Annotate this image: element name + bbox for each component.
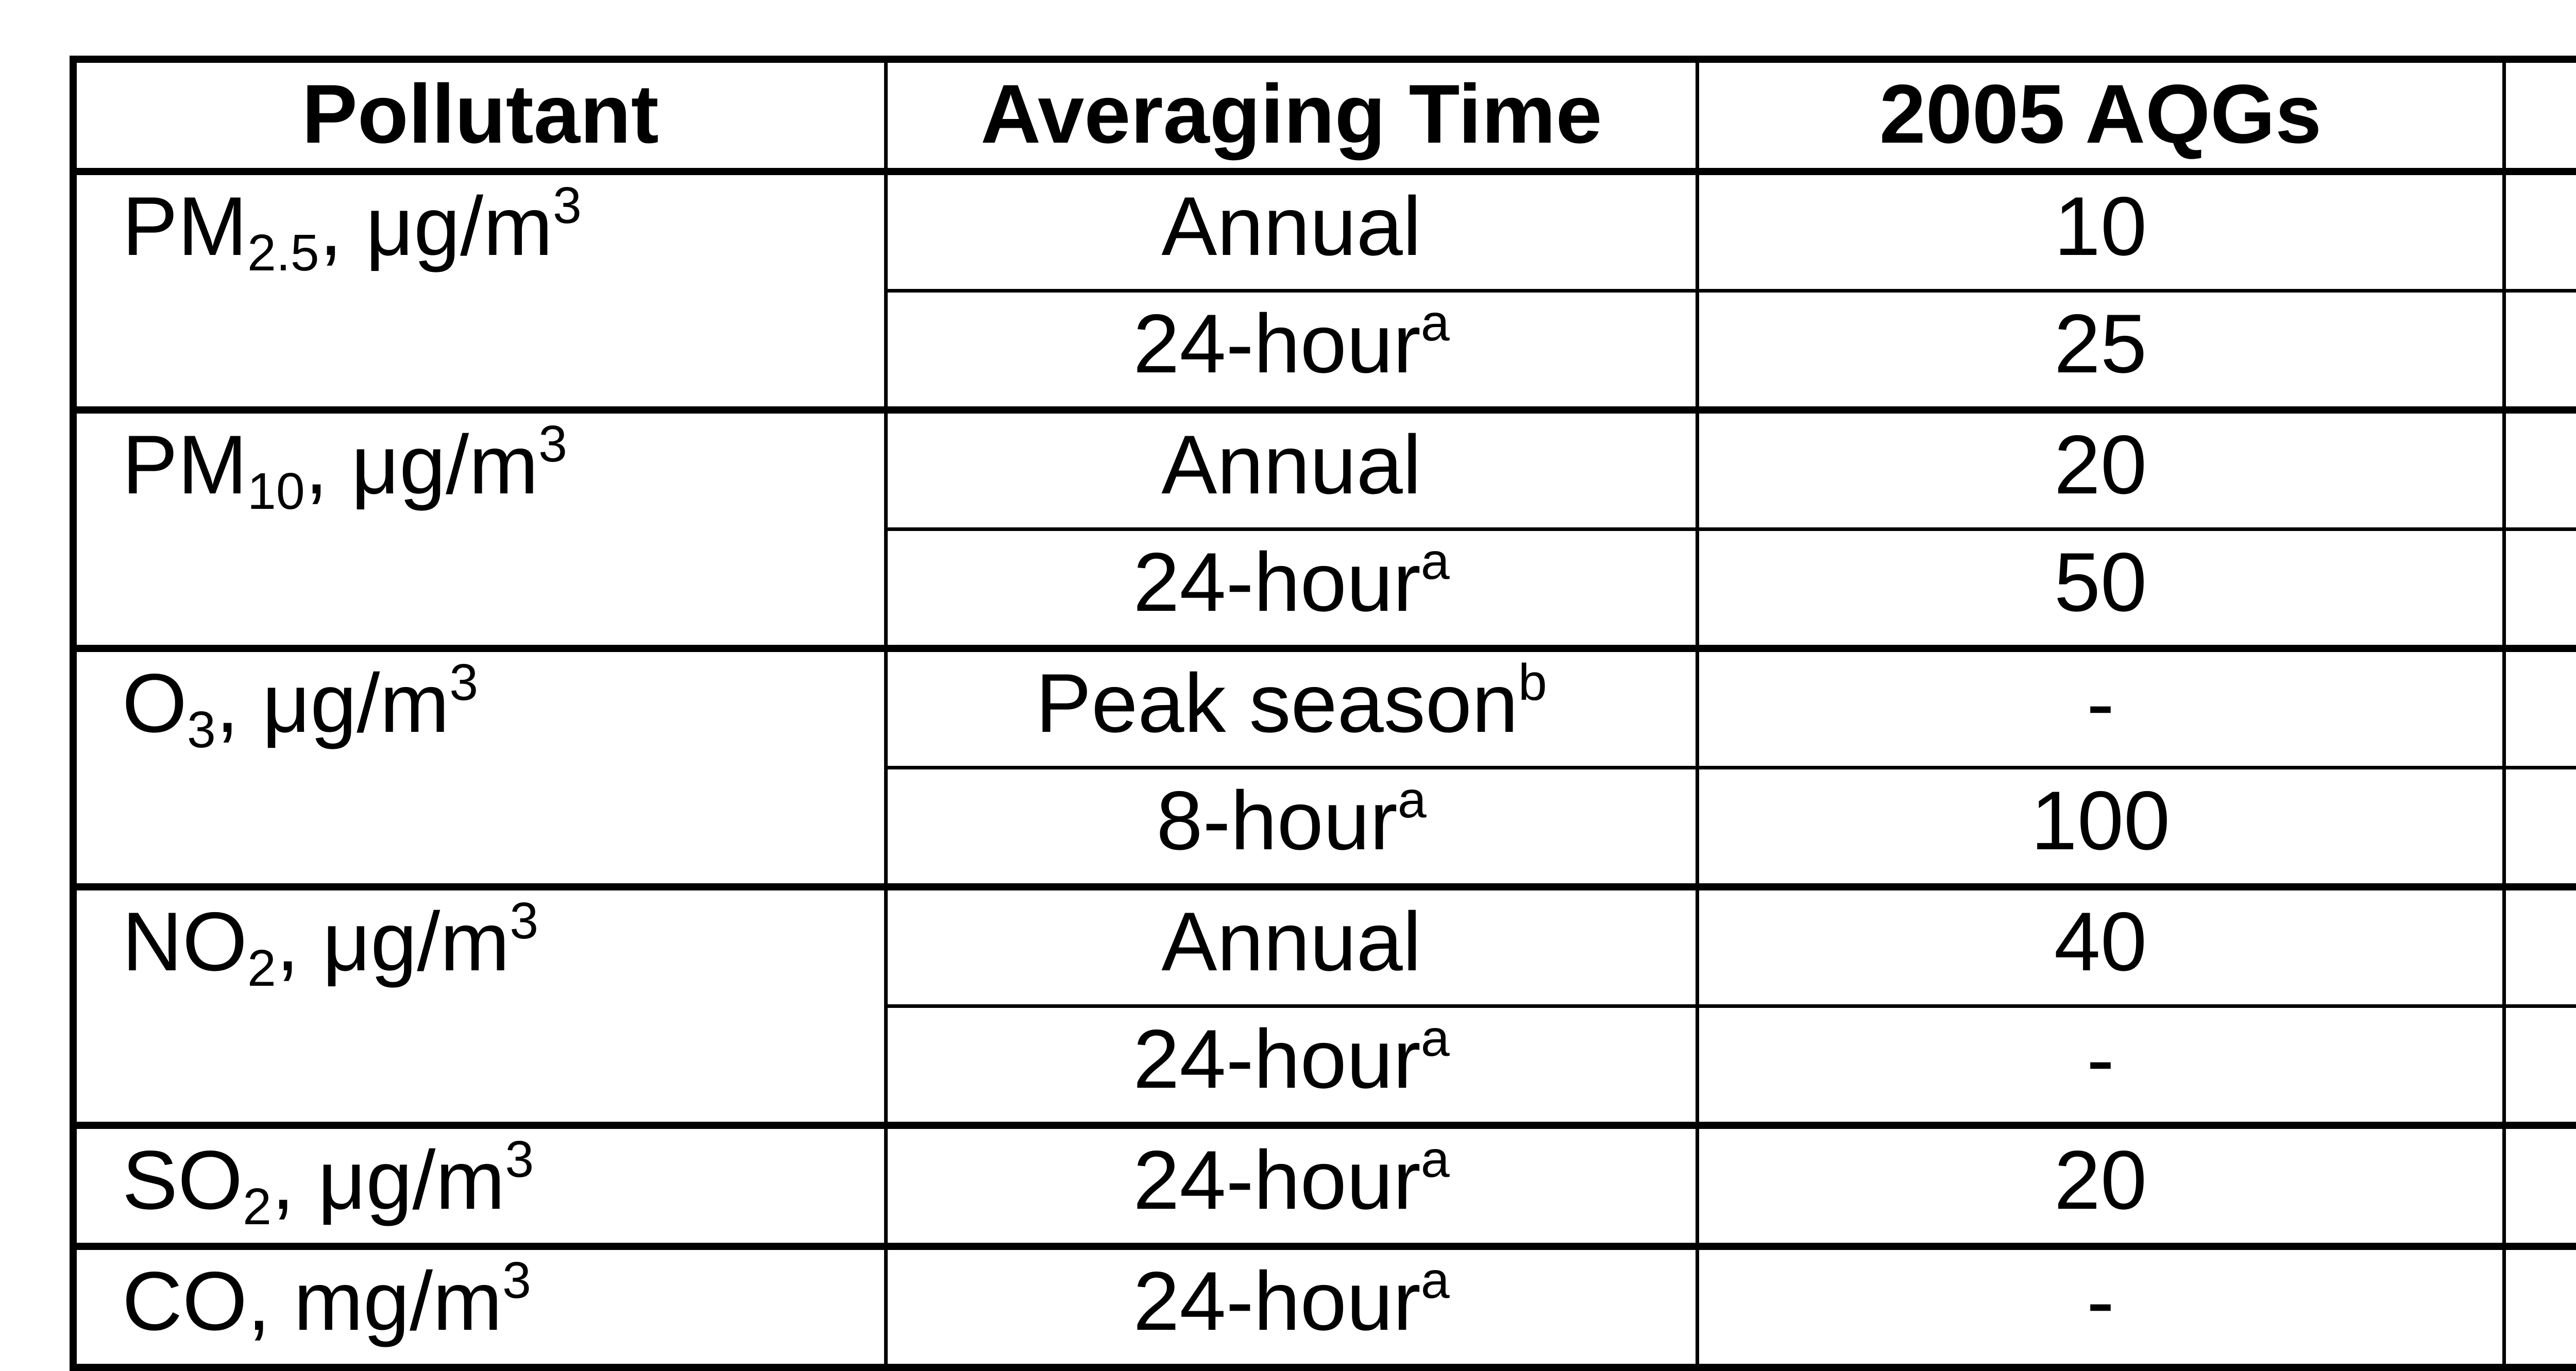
footnote-marker: b	[1518, 653, 1547, 711]
pollutant-unit: , μg/m	[319, 180, 553, 273]
averaging-time-label: Annual	[1161, 418, 1421, 511]
averaging-time-label: Peak season	[1036, 657, 1518, 750]
averaging-time-cell: 24-houra	[884, 1244, 1699, 1371]
aqg-2021-value: 4	[2502, 1244, 2576, 1371]
col-header-pollutant: Pollutant	[70, 56, 888, 175]
aqg-2021-value: 40	[2502, 1123, 2576, 1250]
pollutant-unit: , mg/m	[247, 1255, 503, 1348]
averaging-time-label: Annual	[1161, 180, 1421, 273]
pollutant-subscript: 2.5	[247, 224, 319, 282]
averaging-time-label: Annual	[1161, 895, 1421, 988]
aqg-2005-value: -	[1695, 646, 2506, 769]
table-row: PM10, μg/m3 Annual 20 15	[70, 408, 2576, 652]
aqg-2021-value: 60	[2502, 646, 2576, 769]
table-row: 24-houra 25 15	[73, 289, 2576, 414]
pollutant-cell-o3: O3, μg/m3	[70, 646, 888, 890]
aqg-2005-value: 50	[1695, 527, 2506, 652]
table-row: PM2.5, μg/m3 Annual 10 5	[70, 169, 2576, 414]
footnote-marker: a	[1420, 294, 1450, 352]
table-row: 8-houra 100 100	[73, 766, 2576, 890]
aqg-2005-value: 40	[1695, 885, 2506, 1008]
averaging-time-cell: 8-houra	[884, 766, 1699, 890]
averaging-time-cell: Peak seasonb	[884, 646, 1699, 769]
pollutant-subscript: 10	[247, 462, 305, 521]
averaging-time-cell: 24-houra	[884, 289, 1699, 414]
pollutant-base: PM	[122, 418, 247, 511]
table-row: 24-houra - 25	[73, 1004, 2576, 1129]
aqg-2021-value: 45	[2502, 527, 2576, 652]
pollutant-base: O	[122, 657, 188, 750]
aqg-2005-value: -	[1695, 1004, 2506, 1129]
table-row: NO2, μg/m3 Annual 40 10	[70, 885, 2576, 1129]
unit-superscript: 3	[449, 653, 479, 711]
pollutant-subscript: 3	[187, 701, 216, 759]
pollutant-cell-no2: NO2, μg/m3	[70, 885, 888, 1129]
averaging-time-cell: 24-houra	[884, 1123, 1699, 1250]
aqg-2005-value: 20	[1695, 408, 2506, 531]
averaging-time-cell: 24-houra	[884, 1004, 1699, 1129]
averaging-time-label: 24-hour	[1133, 297, 1421, 390]
unit-superscript: 3	[510, 892, 539, 950]
averaging-time-cell: Annual	[884, 885, 1699, 1008]
footnote-marker: a	[1420, 1251, 1450, 1309]
pollutant-base: CO	[122, 1255, 247, 1348]
pollutant-unit: , μg/m	[304, 418, 539, 511]
aqg-2005-value: 10	[1695, 169, 2506, 293]
table-row: 24-houra 50 45	[73, 527, 2576, 652]
footnote-marker: a	[1420, 532, 1450, 590]
aqg-2005-value: 25	[1695, 289, 2506, 414]
pollutant-unit: , μg/m	[276, 895, 510, 988]
aqg-2005-value: 20	[1695, 1123, 2506, 1250]
aqg-2005-value: -	[1695, 1244, 2506, 1371]
footnote-marker: a	[1397, 770, 1427, 829]
footnote-marker: a	[1420, 1009, 1450, 1067]
pollutant-unit: , μg/m	[215, 657, 450, 750]
aqg-2021-value: 100	[2502, 766, 2576, 890]
col-header-2005-aqgs: 2005 AQGs	[1695, 56, 2506, 175]
averaging-time-label: 8-hour	[1156, 774, 1398, 867]
unit-superscript: 3	[538, 415, 567, 473]
aqg-table: Pollutant Averaging Time 2005 AQGs 2021 …	[70, 56, 2576, 1371]
aqg-2021-value: 15	[2502, 289, 2576, 414]
aqg-2021-value: 5	[2502, 169, 2576, 293]
table-row: O3, μg/m3 Peak seasonb - 60	[70, 646, 2576, 890]
pollutant-subscript: 2	[247, 939, 276, 998]
pollutant-cell-pm10: PM10, μg/m3	[70, 408, 888, 652]
footnote-marker: a	[1420, 1130, 1450, 1188]
aqg-2021-value: 10	[2502, 885, 2576, 1008]
table-row: CO, mg/m3 24-houra - 4	[70, 1244, 2576, 1371]
pollutant-base: PM	[122, 180, 247, 273]
pollutant-base: SO	[122, 1134, 243, 1227]
aqg-comparison-table: Pollutant Averaging Time 2005 AQGs 2021 …	[70, 56, 2576, 1371]
averaging-time-cell: Annual	[884, 408, 1699, 531]
unit-superscript: 3	[505, 1130, 534, 1188]
averaging-time-label: 24-hour	[1133, 536, 1421, 629]
pollutant-cell-so2: SO2, μg/m3	[70, 1123, 888, 1250]
averaging-time-label: 24-hour	[1133, 1255, 1421, 1348]
averaging-time-cell: 24-houra	[884, 527, 1699, 652]
pollutant-base: NO	[122, 895, 247, 988]
aqg-2021-value: 15	[2502, 408, 2576, 531]
pollutant-unit: , μg/m	[271, 1134, 505, 1227]
col-header-2021-aqgs: 2021 AQGs	[2502, 56, 2576, 175]
unit-superscript: 3	[553, 176, 582, 234]
averaging-time-cell: Annual	[884, 169, 1699, 293]
table-row: SO2, μg/m3 24-houra 20 40	[70, 1123, 2576, 1250]
pollutant-subscript: 2	[243, 1178, 272, 1236]
averaging-time-label: 24-hour	[1133, 1013, 1421, 1106]
pollutant-cell-co: CO, mg/m3	[70, 1244, 888, 1371]
aqg-2021-value: 25	[2502, 1004, 2576, 1129]
unit-superscript: 3	[502, 1251, 531, 1309]
col-header-averaging-time: Averaging Time	[884, 56, 1699, 175]
pollutant-cell-pm25: PM2.5, μg/m3	[70, 169, 888, 414]
averaging-time-label: 24-hour	[1133, 1134, 1421, 1227]
aqg-2005-value: 100	[1695, 766, 2506, 890]
header-row: Pollutant Averaging Time 2005 AQGs 2021 …	[70, 56, 2576, 175]
